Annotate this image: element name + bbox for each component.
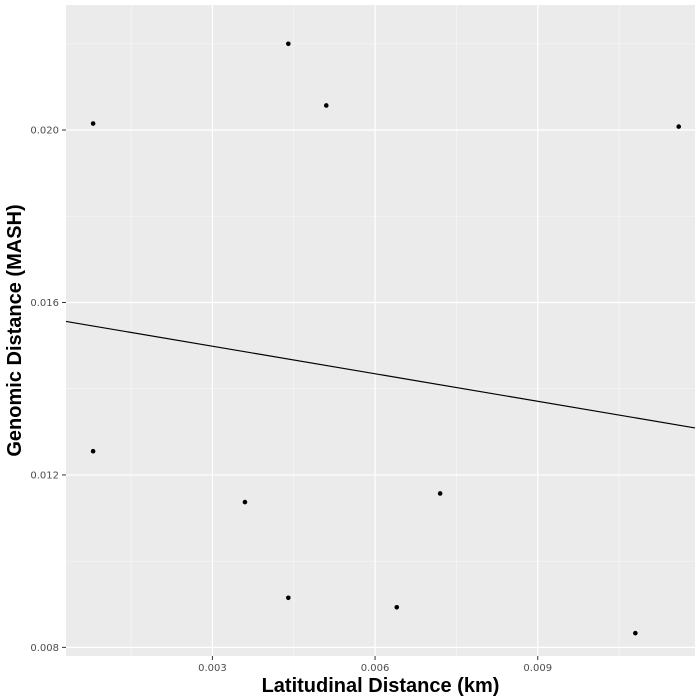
y-tick-label: 0.016: [30, 298, 59, 309]
data-point: [676, 124, 682, 129]
data-points: [90, 41, 682, 636]
data-point: [242, 499, 248, 505]
data-point: [90, 121, 96, 126]
data-point: [437, 491, 443, 496]
data-point: [286, 41, 291, 47]
data-point: [394, 604, 400, 610]
x-tick-label: 0.006: [361, 663, 390, 674]
data-point: [323, 103, 329, 108]
y-tick-label: 0.020: [30, 126, 59, 137]
x-axis-title: Latitudinal Distance (km): [262, 675, 500, 697]
data-point: [90, 448, 96, 454]
y-axis-title: Genomic Distance (MASH): [4, 204, 26, 456]
data-point: [286, 595, 291, 601]
fit-line: [65, 320, 696, 429]
fit-line-group: [65, 320, 696, 429]
grid-lines: [66, 5, 695, 656]
plot-panel: [66, 5, 695, 656]
y-axis-ticks: 0.008 0.012 0.016 0.020: [30, 126, 66, 654]
y-tick-label: 0.012: [30, 470, 59, 481]
data-point: [633, 630, 638, 636]
x-tick-label: 0.009: [523, 663, 552, 674]
y-tick-label: 0.008: [30, 643, 59, 654]
x-tick-label: 0.003: [198, 663, 227, 674]
x-axis-ticks: 0.003 0.006 0.009: [198, 656, 552, 674]
